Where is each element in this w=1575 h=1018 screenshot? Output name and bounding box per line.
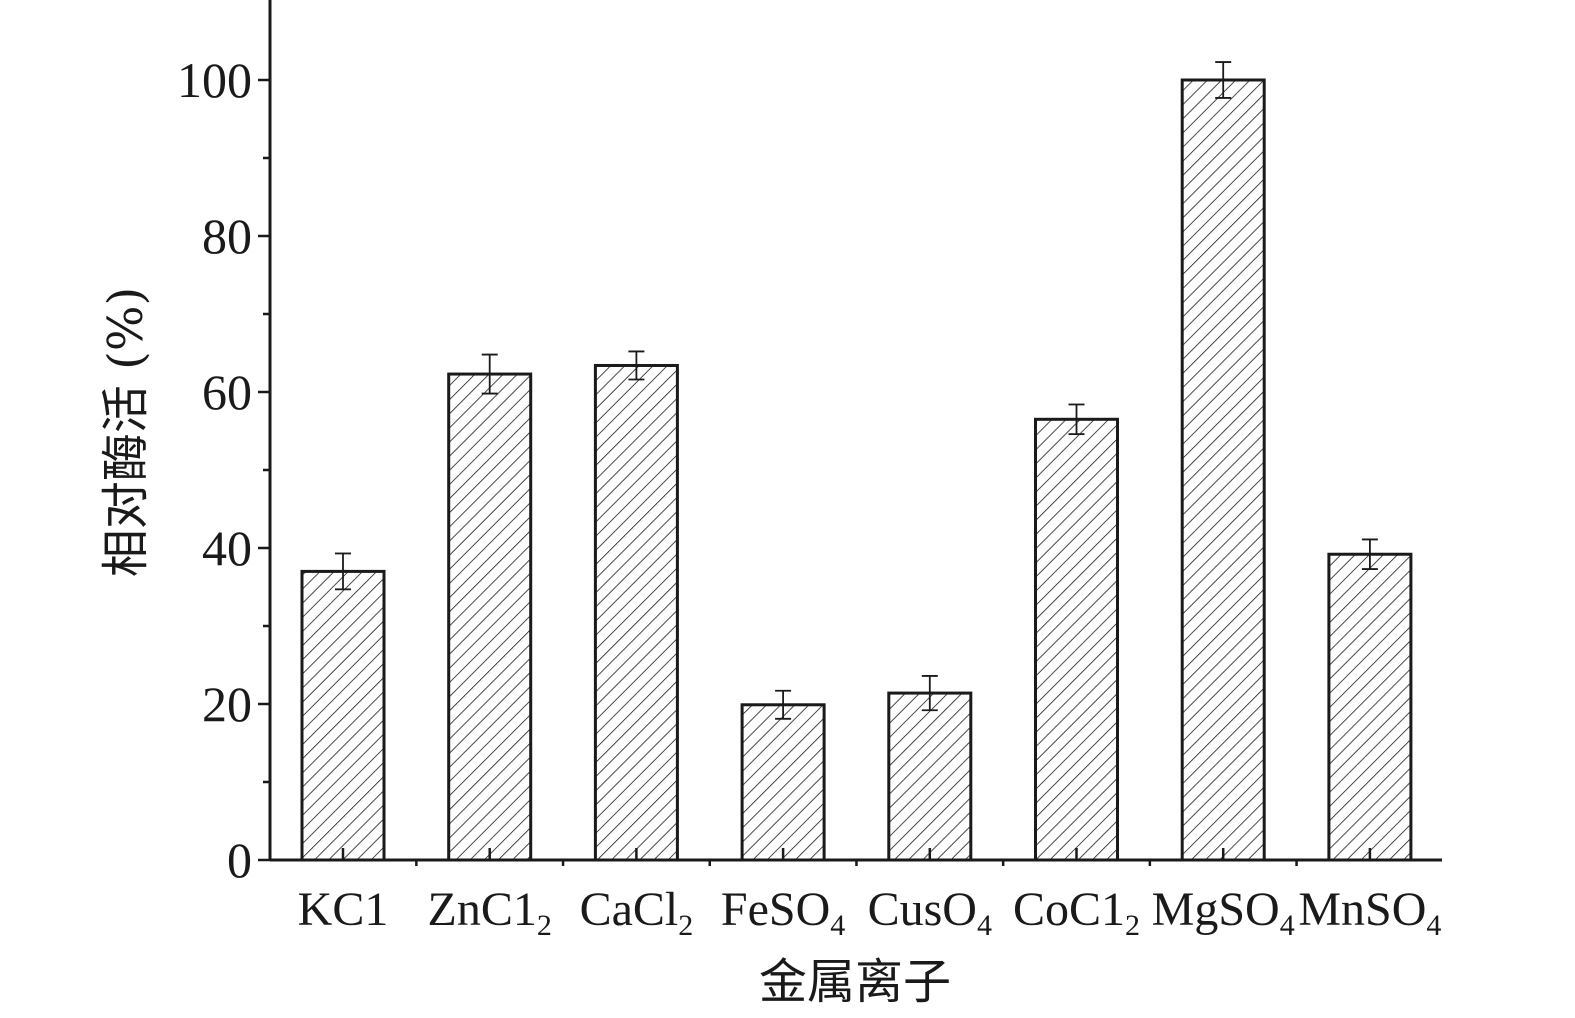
bar (593, 363, 679, 862)
y-tick-label: 60 (202, 364, 252, 420)
x-category-label: CaCl2 (580, 883, 694, 942)
error-bar (481, 353, 498, 395)
y-tick-label: 0 (227, 832, 252, 888)
bar (1034, 417, 1119, 862)
x-category-label: ZnC12 (428, 883, 552, 942)
x-category-label: KC1 (298, 883, 389, 936)
x-category-label: MnSO4 (1298, 883, 1441, 942)
x-category-label: MgSO4 (1152, 883, 1295, 942)
y-tick-label: 80 (202, 208, 252, 264)
y-tick-label: 20 (202, 676, 252, 732)
error-bars-layer (335, 61, 1378, 720)
x-ticks-layer: KC1 ZnC12 CaCl2 FeSO4 CusO4 CoC12 MgSO4 MnSO4 (298, 848, 1441, 942)
bar (447, 372, 533, 862)
y-tick-label: 40 (202, 520, 252, 576)
error-bar (921, 675, 938, 712)
error-bar (1361, 538, 1378, 570)
error-bar (1215, 61, 1232, 99)
error-bar (335, 552, 351, 591)
error-bar (1068, 403, 1085, 436)
bar (887, 691, 973, 862)
bar (1180, 78, 1266, 862)
axes-layer (268, 0, 1442, 862)
y-tick-label: 100 (177, 52, 252, 108)
x-category-label: CusO4 (868, 883, 992, 942)
bar (300, 569, 386, 862)
x-axis-title: 金属离子 (759, 954, 951, 1010)
bars-layer (300, 78, 1413, 862)
x-category-label: FeSO4 (721, 883, 845, 942)
x-category-label: CoC12 (1013, 883, 1140, 942)
error-bar (628, 350, 645, 381)
y-ticks-layer: 0 20 40 60 80 100 (177, 52, 270, 888)
bar (1327, 552, 1413, 862)
y-axis-title: 相对酶活 (%) (98, 287, 154, 577)
error-bar (775, 689, 792, 720)
bar (740, 703, 826, 862)
